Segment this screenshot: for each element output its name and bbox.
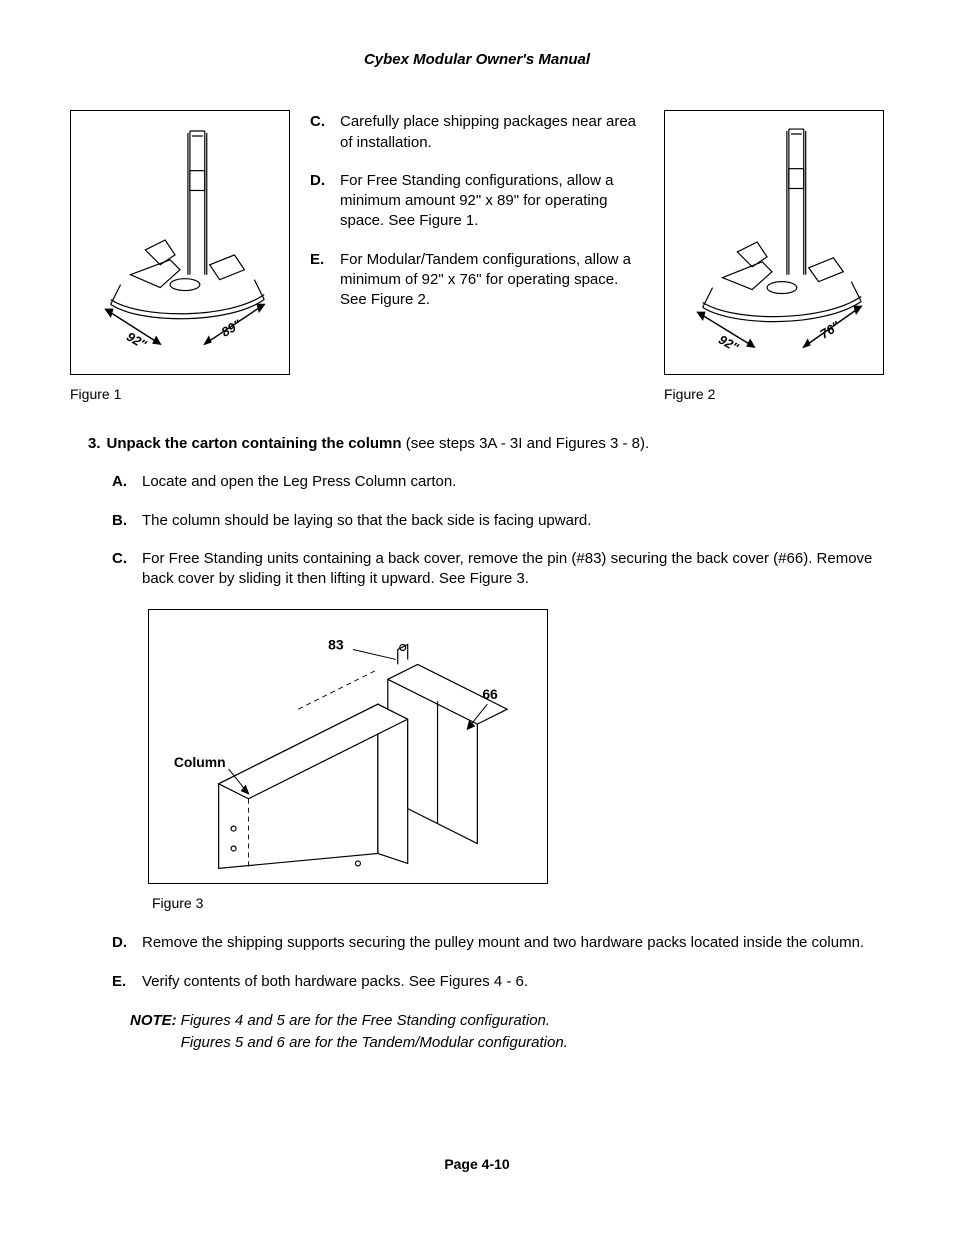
sub-letter: B. (112, 511, 130, 531)
step-3-sublist: A. Locate and open the Leg Press Column … (112, 472, 884, 589)
instruction-letter: D. (310, 171, 330, 232)
figure-3-svg: 83 66 Column (149, 609, 547, 884)
figure-3-wrap: 83 66 Column Figure 3 (148, 609, 884, 913)
instruction-text: For Modular/Tandem configurations, allow… (340, 250, 644, 311)
step-3-heading: 3. Unpack the carton containing the colum… (88, 434, 884, 454)
instruction-text: For Free Standing configurations, allow … (340, 171, 644, 232)
figure-2-svg: 92" 76" (665, 110, 883, 375)
step-3b: B. The column should be laying so that t… (112, 511, 884, 531)
instruction-c: C. Carefully place shipping packages nea… (310, 112, 644, 153)
fig3-label-column: Column (174, 754, 226, 770)
instruction-letter: C. (310, 112, 330, 153)
figure-2-caption: Figure 2 (664, 385, 884, 404)
fig3-label-83: 83 (328, 637, 344, 653)
note-label: NOTE: (130, 1012, 177, 1029)
sub-letter: E. (112, 972, 130, 992)
figure-2-column: 92" 76" Figure 2 (664, 110, 884, 404)
top-instructions: C. Carefully place shipping packages nea… (310, 110, 644, 404)
figure-2: 92" 76" (664, 110, 884, 375)
instruction-d: D. For Free Standing configurations, all… (310, 171, 644, 232)
note-line-1: Figures 4 and 5 are for the Free Standin… (181, 1012, 550, 1029)
figure-1-column: 92" 89" Figure 1 (70, 110, 290, 404)
sub-letter: D. (112, 933, 130, 953)
figure-1: 92" 89" (70, 110, 290, 375)
figure-3: 83 66 Column (148, 609, 548, 884)
sub-text: Remove the shipping supports securing th… (142, 933, 864, 953)
instruction-text: Carefully place shipping packages near a… (340, 112, 644, 153)
instruction-e: E. For Modular/Tandem configurations, al… (310, 250, 644, 311)
step-3a: A. Locate and open the Leg Press Column … (112, 472, 884, 492)
sub-letter: A. (112, 472, 130, 492)
top-section: 92" 89" Figure 1 C. Carefully place ship… (70, 110, 884, 404)
sub-text: The column should be laying so that the … (142, 511, 591, 531)
note-line-2: Figures 5 and 6 are for the Tandem/Modul… (181, 1034, 568, 1051)
fig1-dim-left: 92" (124, 329, 150, 353)
sub-text: Locate and open the Leg Press Column car… (142, 472, 456, 492)
sub-text: Verify contents of both hardware packs. … (142, 972, 528, 992)
note-block: NOTE:Figures 4 and 5 are for the Free St… (130, 1010, 884, 1055)
instruction-letter: E. (310, 250, 330, 311)
step-3c: C. For Free Standing units containing a … (112, 549, 884, 590)
sub-text: For Free Standing units containing a bac… (142, 549, 884, 590)
page-header: Cybex Modular Owner's Manual (70, 50, 884, 70)
figure-1-caption: Figure 1 (70, 385, 290, 404)
step-3-title-after: (see steps 3A - 3I and Figures 3 - 8). (402, 435, 650, 452)
figure-3-caption: Figure 3 (152, 894, 884, 913)
step-3-number: 3. (88, 435, 101, 452)
step-3d: D. Remove the shipping supports securing… (112, 933, 884, 953)
step-3-sublist-after: D. Remove the shipping supports securing… (112, 933, 884, 992)
fig2-dim-left: 92" (716, 332, 742, 356)
step-3-title: Unpack the carton containing the column (107, 435, 402, 452)
fig3-label-66: 66 (482, 687, 498, 703)
figure-1-svg: 92" 89" (71, 110, 289, 375)
sub-letter: C. (112, 549, 130, 590)
page-footer: Page 4-10 (70, 1155, 884, 1174)
step-3e: E. Verify contents of both hardware pack… (112, 972, 884, 992)
step-3: 3. Unpack the carton containing the colum… (88, 434, 884, 1055)
